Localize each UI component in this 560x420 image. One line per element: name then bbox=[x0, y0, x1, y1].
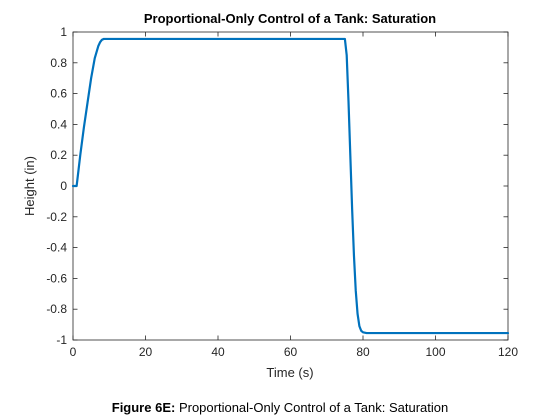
chart: Proportional-Only Control of a Tank: Sat… bbox=[22, 11, 518, 380]
y-tick-label: 0.4 bbox=[50, 117, 67, 131]
y-axis: -1 -0.8 -0.6 -0.4 -0.2 0 0.2 0.4 0.6 0.8 1 bbox=[46, 25, 508, 347]
series-line bbox=[71, 37, 510, 335]
caption-label: Figure 6E: bbox=[111, 400, 176, 415]
plot-area bbox=[72, 31, 509, 341]
x-tick-label: 60 bbox=[284, 345, 298, 359]
x-tick-label: 120 bbox=[498, 345, 518, 359]
y-tick-label: -0.8 bbox=[46, 302, 67, 316]
figure-caption: Figure 6E: Proportional-Only Control of … bbox=[0, 400, 560, 415]
y-tick-label: -1 bbox=[56, 333, 67, 347]
y-tick-label: -0.6 bbox=[46, 271, 67, 285]
y-tick-label: 1 bbox=[60, 25, 67, 39]
x-tick-label: 100 bbox=[425, 345, 445, 359]
x-tick-label: 20 bbox=[139, 345, 153, 359]
chart-title: Proportional-Only Control of a Tank: Sat… bbox=[144, 11, 436, 26]
y-tick-label: -0.4 bbox=[46, 241, 67, 255]
y-axis-label: Height (in) bbox=[22, 156, 37, 216]
x-axis-label: Time (s) bbox=[266, 365, 313, 380]
y-tick-label: 0.6 bbox=[50, 87, 67, 101]
y-tick-label: 0.2 bbox=[50, 148, 67, 162]
x-axis: 0 20 40 60 80 100 120 bbox=[70, 32, 518, 359]
y-tick-label: -0.2 bbox=[46, 210, 67, 224]
x-tick-label: 0 bbox=[70, 345, 77, 359]
x-tick-label: 80 bbox=[356, 345, 370, 359]
y-tick-label: 0 bbox=[60, 179, 67, 193]
y-tick-label: 0.8 bbox=[50, 56, 67, 70]
caption-text: Proportional-Only Control of a Tank: Sat… bbox=[175, 400, 449, 415]
x-tick-label: 40 bbox=[211, 345, 225, 359]
